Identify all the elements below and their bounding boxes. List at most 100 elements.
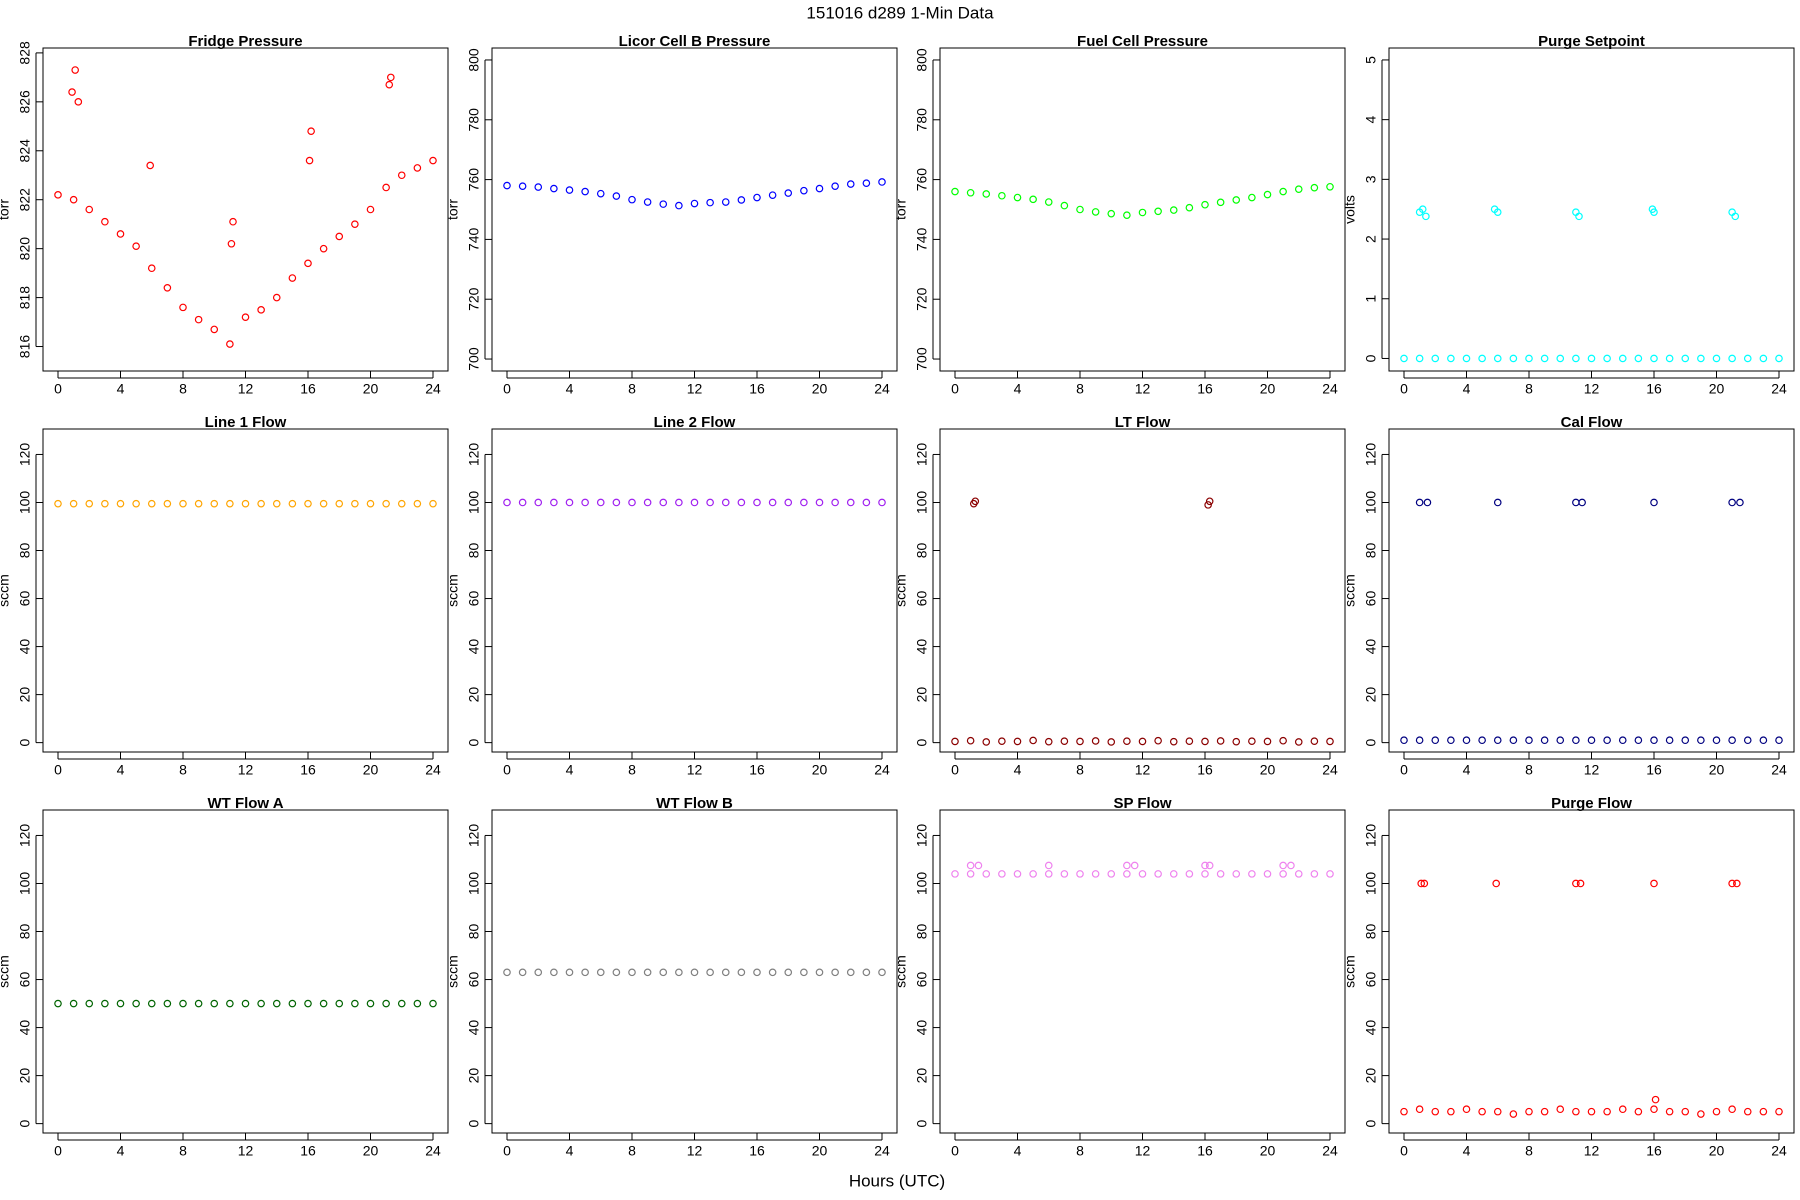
point bbox=[1775, 736, 1783, 745]
point bbox=[612, 192, 621, 200]
point bbox=[737, 196, 746, 204]
plot-frame bbox=[1388, 809, 1795, 1134]
x-tick-label: 0 bbox=[1400, 1143, 1408, 1159]
point bbox=[1201, 861, 1209, 870]
x-tick-label: 16 bbox=[1197, 1143, 1213, 1159]
point bbox=[1572, 498, 1580, 507]
point bbox=[1712, 354, 1721, 363]
point bbox=[998, 737, 1006, 745]
point bbox=[1447, 736, 1455, 745]
y-tick-label: 40 bbox=[1363, 1020, 1379, 1036]
point bbox=[69, 499, 78, 508]
y-tick-label: 740 bbox=[466, 228, 482, 252]
x-tick-label: 0 bbox=[503, 762, 511, 778]
point bbox=[862, 968, 871, 977]
point bbox=[335, 232, 344, 241]
page-title: 151016 d289 1-Min Data bbox=[806, 3, 994, 22]
point bbox=[1310, 737, 1319, 745]
x-tick-label: 20 bbox=[1260, 1143, 1276, 1159]
point bbox=[1665, 1107, 1674, 1116]
y-tick-label: 1 bbox=[1363, 295, 1379, 303]
x-tick-label: 4 bbox=[117, 381, 125, 397]
y-tick-label: 120 bbox=[914, 443, 930, 467]
x-tick-label: 4 bbox=[1014, 762, 1022, 778]
point bbox=[1540, 1107, 1549, 1116]
point bbox=[1091, 208, 1100, 216]
x-tick-label: 12 bbox=[1584, 381, 1600, 397]
x-tick-label: 24 bbox=[425, 1143, 441, 1159]
y-tick-label: 0 bbox=[1363, 354, 1379, 362]
point bbox=[54, 999, 62, 1008]
point bbox=[1076, 205, 1084, 214]
point bbox=[1418, 205, 1427, 214]
y-tick-label: 40 bbox=[914, 1020, 930, 1036]
point bbox=[1575, 212, 1583, 221]
y-tick-label: 20 bbox=[914, 687, 930, 703]
point bbox=[1618, 1105, 1627, 1114]
point bbox=[1759, 354, 1768, 363]
x-tick-label: 20 bbox=[363, 381, 379, 397]
y-tick-label: 120 bbox=[17, 824, 33, 848]
y-tick-label: 800 bbox=[914, 48, 930, 72]
x-tick-label: 8 bbox=[179, 762, 187, 778]
x-tick-label: 20 bbox=[812, 1143, 828, 1159]
y-tick-label: 100 bbox=[466, 491, 482, 515]
point bbox=[385, 80, 394, 89]
point bbox=[1650, 879, 1658, 888]
point bbox=[1169, 206, 1178, 214]
point bbox=[1509, 354, 1518, 363]
y-tick-label: 740 bbox=[914, 228, 930, 252]
x-tick-label: 8 bbox=[179, 381, 187, 397]
point bbox=[846, 968, 855, 977]
plot-frame bbox=[42, 47, 449, 372]
point bbox=[71, 66, 79, 74]
point bbox=[1091, 737, 1100, 745]
point bbox=[1587, 1107, 1596, 1116]
point bbox=[1013, 193, 1022, 202]
point bbox=[643, 968, 652, 977]
point bbox=[272, 499, 281, 508]
point bbox=[1728, 1105, 1736, 1114]
point bbox=[784, 498, 793, 507]
point bbox=[1029, 870, 1037, 878]
point bbox=[74, 98, 83, 106]
point bbox=[429, 999, 437, 1008]
point bbox=[413, 499, 422, 508]
plot-frame bbox=[491, 428, 898, 753]
x-tick-label: 20 bbox=[1709, 1143, 1725, 1159]
y-axis-label: volts bbox=[1342, 195, 1358, 224]
point bbox=[288, 274, 297, 282]
point bbox=[397, 499, 406, 508]
point bbox=[1044, 737, 1053, 746]
point bbox=[768, 968, 777, 977]
point bbox=[1540, 736, 1549, 745]
point bbox=[305, 156, 314, 165]
y-tick-label: 60 bbox=[466, 591, 482, 607]
point bbox=[628, 968, 636, 977]
point bbox=[831, 182, 839, 190]
point bbox=[690, 968, 699, 977]
point bbox=[596, 498, 605, 507]
panel-title: Fuel Cell Pressure bbox=[1077, 33, 1208, 50]
point bbox=[534, 968, 543, 977]
point bbox=[1572, 1107, 1580, 1116]
y-tick-label: 828 bbox=[17, 41, 33, 65]
y-tick-label: 20 bbox=[466, 1068, 482, 1084]
point bbox=[1185, 737, 1194, 745]
x-tick-label: 20 bbox=[812, 381, 828, 397]
y-axis-label: sccm bbox=[445, 574, 461, 607]
point bbox=[503, 181, 511, 190]
point bbox=[366, 205, 375, 214]
x-tick-label: 8 bbox=[1525, 381, 1533, 397]
y-tick-label: 820 bbox=[17, 237, 33, 261]
point bbox=[288, 999, 297, 1008]
x-tick-label: 12 bbox=[1584, 1143, 1600, 1159]
x-tick-label: 12 bbox=[1135, 762, 1151, 778]
y-tick-label: 816 bbox=[17, 335, 33, 359]
y-tick-label: 80 bbox=[914, 543, 930, 559]
point bbox=[1204, 501, 1212, 509]
point bbox=[116, 230, 125, 238]
point bbox=[1603, 736, 1611, 745]
point bbox=[1736, 498, 1744, 507]
